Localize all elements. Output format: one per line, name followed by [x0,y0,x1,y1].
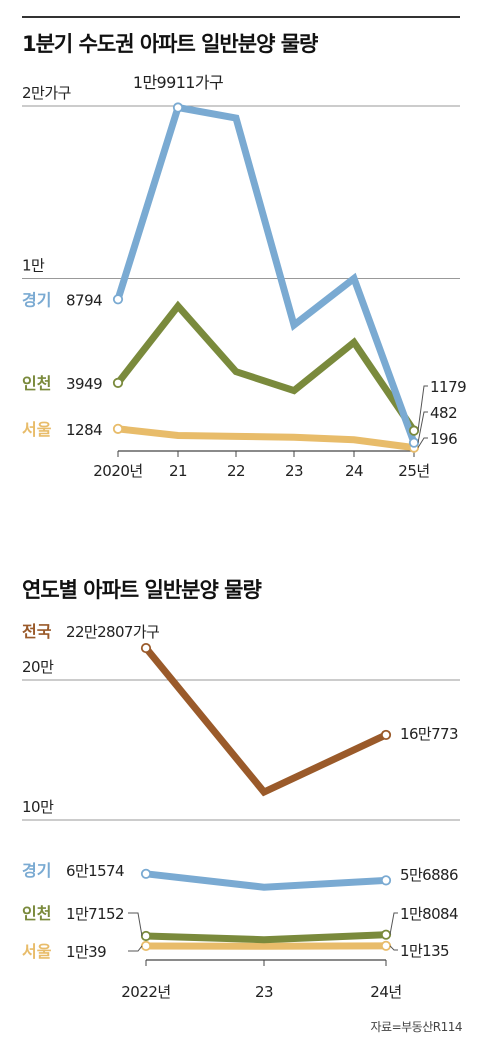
series2-line-전국 [143,645,388,797]
x-tick-label-5: 25년 [398,462,429,480]
series2-line-경기 [145,870,387,891]
start2-label-서울: 1만39 [66,943,106,961]
end2-label-경기: 5만6886 [400,866,458,884]
chart1-title: 1분기 수도권 아파트 일반분양 물량 [22,32,318,56]
series2-name-인천: 인천 [22,904,51,923]
end-label-서울: 196 [430,430,457,448]
leader2-end-인천 [389,912,398,935]
chart1-svg: 2만가구 1만 2020년 21 22 23 24 25년 경기 8794 인천 3949 서울 1284… [22,73,467,480]
point-peak-경기 [172,102,184,113]
series-line-경기 [114,103,418,444]
leader-경기 [417,411,428,443]
chart2-title: 연도별 아파트 일반분양 물량 [22,578,262,602]
point2-end-인천 [380,929,392,940]
leader-인천 [417,385,428,431]
point-start-경기 [112,294,124,305]
x-tick-label-2-2: 24년 [370,983,401,1001]
top-rule [22,16,460,18]
y-tick-label-1: 1만 [22,257,45,275]
x-tick-label-3: 23 [285,462,303,480]
series2-line-인천 [145,931,387,944]
series2-name-경기: 경기 [22,861,51,880]
point2-end-서울 [380,940,392,951]
end-label-경기: 482 [430,404,457,422]
point2-end-전국 [380,729,392,741]
y-tick-label-0: 2만가구 [22,84,71,102]
leader-서울 [417,437,428,448]
start-label-서울: 1284 [66,421,102,439]
end2-label-전국: 16만773 [400,725,458,743]
series-name-경기: 경기 [22,290,51,309]
x-tick-label-1: 21 [169,462,187,480]
x-tick-label-2-1: 23 [255,983,273,1001]
leader2-start-인천 [128,912,143,937]
leader2-start-서울 [128,945,143,952]
series-name-인천: 인천 [22,374,51,393]
x-tick-label-2-0: 2022년 [121,983,170,1001]
point2-end-경기 [380,875,392,886]
point2-start-전국 [140,642,152,654]
start2-label-전국: 22만2807가구 [66,623,159,641]
source-note: 자료=부동산R114 [370,1020,463,1034]
series2-name-전국: 전국 [22,622,52,641]
start2-label-인천: 1만7152 [66,905,124,923]
series2-name-서울: 서울 [22,942,52,961]
x-tick-label-0: 2020년 [93,462,142,480]
x-tick-label-2: 22 [227,462,245,480]
peak-label-경기: 1만9911가구 [133,73,223,92]
start-label-경기: 8794 [66,291,102,309]
start-label-인천: 3949 [66,375,102,393]
point2-start-서울 [140,940,152,952]
point2-start-경기 [140,868,152,879]
leader2-end-서울 [389,945,398,951]
point-start-서울 [112,423,124,434]
end2-label-인천: 1만8084 [400,905,458,923]
start2-label-경기: 6만1574 [66,862,124,880]
end-label-인천: 1179 [430,378,466,396]
series-line-인천 [115,300,417,433]
y-tick-label-2-0: 20만 [22,658,54,676]
series-line-서울 [117,425,415,452]
point2-start-인천 [140,930,152,942]
x-tick-label-4: 24 [345,462,363,480]
y-tick-label-2-1: 10만 [22,798,54,816]
point-start-인천 [112,377,124,388]
series-name-서울: 서울 [22,420,52,439]
end2-label-서울: 1만135 [400,942,449,960]
